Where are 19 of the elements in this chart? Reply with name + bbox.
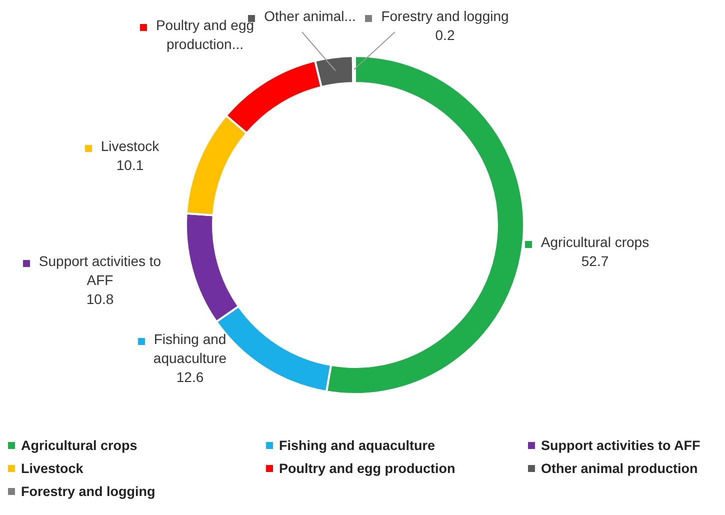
legend-label: Fishing and aquaculture <box>153 330 227 366</box>
category-label: Forestry and logging <box>21 484 156 499</box>
data-label: 0.2 <box>435 26 455 43</box>
data-label: 10.1 <box>116 156 144 173</box>
legend-label: Forestry and logging <box>381 8 509 24</box>
category-label: Fishing and aquaculture <box>279 438 436 453</box>
data-label: 10.8 <box>86 290 114 307</box>
legend-label: Poultry and egg production <box>279 461 456 476</box>
category-label: Agricultural crops <box>21 438 138 453</box>
text: Poultry and egg production... <box>156 16 254 52</box>
data-label: 52.7 <box>581 252 609 269</box>
legend-label: Support activities to AFF <box>38 252 162 288</box>
legend-label: Livestock <box>100 138 160 154</box>
category-label: Livestock <box>21 461 84 476</box>
category-label: Support activities to AFF <box>541 438 700 453</box>
legend-label: Other animal production <box>541 461 698 476</box>
data-label: 12.6 <box>176 368 204 385</box>
text: Other animal... <box>264 8 356 24</box>
legend-label: Agricultural crops <box>540 234 650 250</box>
